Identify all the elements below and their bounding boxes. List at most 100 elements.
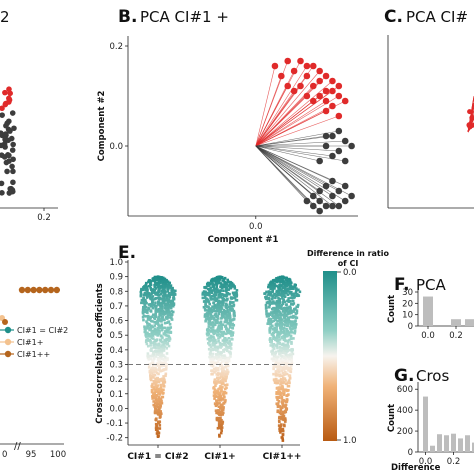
panel-e-dot (280, 381, 284, 385)
panel-e-dot (161, 291, 164, 294)
panel-b-xtick-label: 0.0 (249, 222, 263, 232)
panel-e-dot (274, 370, 278, 373)
panel-e-dot (282, 323, 285, 326)
panel-e-dot (283, 373, 286, 376)
panel-e-dot (226, 360, 230, 364)
histogram-xtick-label: 0.0 (421, 331, 435, 341)
panel-e-dot (287, 297, 290, 300)
panel-e-dot (290, 291, 293, 294)
panel-e-dot (143, 303, 146, 307)
panel-b-ray (255, 135, 327, 147)
panel-e-dot (229, 296, 233, 300)
panel-e-dot (164, 340, 168, 343)
panel-e-dot (287, 369, 290, 372)
panel-e-dot (155, 281, 159, 285)
panel-e-dot (166, 290, 170, 293)
panel-e-dot (215, 399, 218, 402)
panel-e-dot (201, 293, 205, 296)
panel-e-dot (166, 307, 170, 310)
panel-e-category-label: CI#1+ (204, 452, 235, 462)
panel-e-dot (152, 358, 155, 362)
panel-e-dot (211, 315, 214, 318)
panel-e-dot (219, 289, 223, 292)
panel-e-dot (225, 283, 229, 286)
panel-e-dot (209, 296, 213, 299)
panel-e-dot (277, 424, 281, 427)
panel-e-dot (156, 320, 160, 324)
panel-e-dot (153, 329, 156, 332)
panel-e-dot (265, 295, 268, 298)
panel-e-dot (220, 332, 224, 335)
panel-e-dot (279, 383, 282, 386)
panel-e-dot (154, 363, 158, 367)
panel-e-dot (216, 317, 220, 320)
panel-e-dot (216, 412, 220, 415)
panel-e-dot (289, 367, 293, 371)
panel-e-dot (217, 378, 220, 382)
panel-e-dot (281, 418, 285, 421)
panel-e-dot (156, 334, 159, 337)
panel-e-dot (278, 342, 282, 346)
panel-e-dot (293, 307, 296, 311)
panel-e-dot (221, 413, 224, 416)
panel-e-dot (283, 319, 286, 323)
panel-e-dot (153, 324, 157, 327)
panel-e-dot (279, 406, 283, 409)
panel-e-dot (217, 355, 221, 358)
panel-e-dot (155, 283, 159, 287)
panel-b-ray (255, 145, 320, 162)
panel-e-dot (157, 318, 161, 321)
panel-e-dot (144, 300, 148, 304)
panel-e-dot (221, 298, 225, 302)
panel-e-dot (165, 284, 169, 288)
panel-e-dot (153, 411, 157, 415)
panel-e-dot (226, 280, 230, 284)
panel-e-dot (147, 303, 151, 306)
legend-marker (4, 350, 12, 358)
panel-e-dot (152, 341, 156, 344)
panel-e-dot (218, 387, 221, 390)
panel-e-dot (150, 384, 154, 388)
histogram-ytick-label: 200 (397, 427, 413, 437)
panel-b-point (316, 92, 323, 100)
panel-e-dot (166, 301, 170, 304)
panel-a-point (0, 142, 4, 149)
panel-e-dot (268, 331, 272, 334)
panel-e-dot (277, 293, 281, 297)
panel-e-dot (225, 386, 228, 390)
panel-e-ytick-label: 0.5 (109, 331, 123, 341)
panel-e-dot (221, 411, 225, 415)
panel-e-dot (281, 410, 285, 414)
panel-e-dot (217, 312, 221, 316)
panel-e-dot (167, 287, 170, 291)
panel-e-dot (293, 329, 297, 333)
panel-e-dot (142, 301, 146, 305)
panel-e-dot (284, 292, 287, 295)
panel-e-dot (217, 425, 221, 429)
panel-a-point (0, 180, 5, 187)
panel-e-dot (235, 298, 239, 302)
panel-e-dot (230, 301, 234, 304)
panel-e-dot (146, 314, 150, 318)
panel-e-dot (168, 322, 172, 326)
panel-e-dot (163, 355, 167, 359)
panel-e-dot (222, 369, 226, 373)
colorbar-title-line-2: of CI (338, 259, 359, 268)
panel-e-dot (167, 331, 171, 334)
panel-a-title-fragment: 2 (0, 8, 10, 26)
panel-e-plot: 1.0 0.9 0.8 0.7 0.6 0.5 0.4 0.3 0.2 0.1 0.0 -0.1 -0.… (106, 258, 301, 462)
panel-e-dot (167, 293, 171, 296)
panel-e-dot (152, 356, 156, 360)
panel-e-dot (288, 320, 292, 323)
panel-e-dot (270, 307, 274, 311)
panel-e-dot (265, 309, 268, 313)
panel-e-dot (164, 333, 168, 337)
panel-e-dot (224, 362, 228, 365)
panel-e-ytick-label: 0.1 (109, 390, 123, 400)
panel-e-dot (227, 305, 231, 309)
panel-e-dot (154, 293, 158, 296)
panel-e-dot (157, 346, 161, 350)
panel-e-dot (155, 352, 159, 356)
panel-e-dot (275, 309, 278, 312)
panel-e-dot (280, 292, 284, 296)
